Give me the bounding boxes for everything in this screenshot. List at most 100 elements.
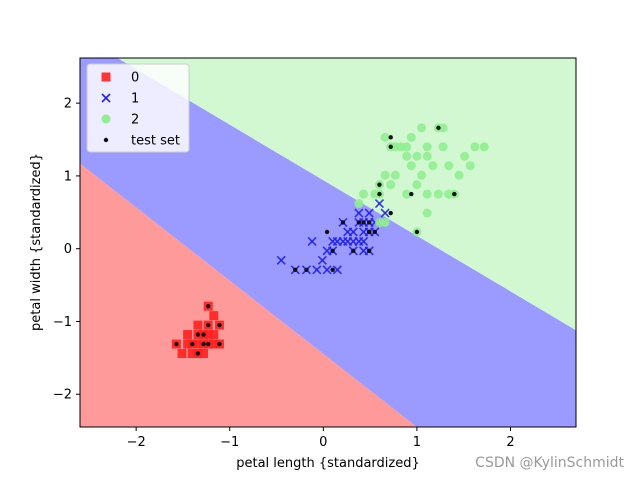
- x-tick-label-2: 0: [319, 435, 327, 450]
- y-tick-label-0: −2: [53, 388, 72, 403]
- point-series-2-39: [479, 142, 489, 152]
- point-series-3-6: [206, 341, 211, 347]
- point-series-3-26: [377, 191, 382, 197]
- point-series-3-22: [366, 248, 372, 254]
- point-series-3-3: [201, 341, 206, 347]
- point-series-0-14: [209, 311, 219, 321]
- point-series-2-17: [406, 161, 416, 171]
- point-series-2-21: [417, 170, 427, 180]
- point-series-3-17: [351, 248, 356, 254]
- legend-marker-1: [101, 93, 111, 103]
- point-series-2-24: [422, 189, 432, 199]
- point-series-1-4: [312, 265, 322, 275]
- y-tick-label-3: 1: [64, 169, 72, 184]
- point-series-3-25: [366, 229, 372, 235]
- point-series-2-25: [422, 151, 432, 161]
- x-tick-label-1: −1: [220, 435, 239, 450]
- x-tick-label-4: 2: [506, 435, 514, 450]
- y-axis-label: petal width {standardized}: [29, 153, 44, 331]
- point-series-2-31: [438, 123, 448, 133]
- point-series-3-14: [330, 248, 335, 254]
- point-series-2-38: [470, 142, 480, 152]
- point-series-2-35: [454, 170, 464, 180]
- x-tick-label-3: 1: [413, 435, 421, 450]
- legend-entry-2: 2: [101, 113, 139, 128]
- point-series-3-0: [174, 341, 179, 347]
- point-series-3-1: [190, 341, 195, 347]
- point-series-1-9: [332, 265, 342, 275]
- point-series-1-5: [317, 255, 327, 265]
- legend-box: [86, 63, 190, 153]
- point-series-0-21: [187, 348, 197, 358]
- point-series-2-28: [433, 189, 443, 199]
- y-tick-label-4: 2: [64, 97, 72, 112]
- point-series-3-19: [361, 220, 366, 225]
- y-tick-label-1: −1: [53, 315, 72, 330]
- point-series-3-18: [356, 220, 362, 225]
- point-series-3-30: [409, 191, 414, 197]
- point-series-2-7: [380, 170, 390, 180]
- point-series-1-0: [276, 255, 286, 265]
- point-series-3-15: [330, 267, 335, 272]
- point-series-3-29: [388, 144, 393, 149]
- legend-entry-3: test set: [103, 134, 180, 149]
- x-axis-ticks: −2 −1 0 1 2: [127, 427, 515, 450]
- point-series-3-24: [388, 210, 393, 216]
- point-series-2-11: [390, 170, 400, 180]
- point-series-3-16: [340, 220, 346, 225]
- x-tick-label-0: −2: [127, 435, 146, 450]
- point-series-3-11: [293, 267, 298, 272]
- point-series-2-30: [438, 142, 448, 152]
- point-series-2-15: [402, 151, 412, 161]
- legend-marker-0: [101, 72, 111, 82]
- point-series-2-14: [402, 189, 412, 199]
- point-series-3-5: [206, 322, 211, 328]
- point-series-2-1: [359, 189, 369, 199]
- point-series-2-22: [417, 123, 427, 133]
- point-series-1-29: [374, 198, 385, 209]
- point-series-2-18: [406, 132, 416, 142]
- point-series-0-1: [177, 348, 187, 358]
- point-series-3-20: [366, 220, 372, 225]
- point-series-0-19: [183, 330, 193, 340]
- point-series-2-20: [412, 151, 422, 161]
- legend-label-0: 0: [131, 71, 139, 86]
- data-points: [171, 123, 489, 358]
- point-series-3-9: [195, 332, 201, 337]
- legend: 0 1 2 test set: [86, 63, 190, 153]
- plot-frame: [79, 57, 577, 428]
- point-series-2-23: [422, 208, 432, 218]
- point-series-3-23: [372, 229, 377, 235]
- point-series-0-7: [193, 320, 203, 330]
- point-series-1-22: [358, 236, 369, 246]
- point-series-3-8: [217, 341, 222, 347]
- point-series-2-6: [380, 217, 390, 227]
- point-series-3-28: [388, 135, 393, 140]
- point-series-3-31: [414, 229, 420, 235]
- point-series-3-32: [436, 125, 441, 131]
- point-series-1-3: [307, 236, 317, 246]
- legend-entry-1: 1: [101, 92, 139, 107]
- point-series-1-7: [322, 265, 332, 275]
- point-series-0-5: [193, 339, 203, 349]
- point-series-3-12: [304, 267, 309, 272]
- point-series-3-7: [217, 322, 222, 328]
- point-series-0-16: [209, 339, 219, 349]
- point-series-2-0: [354, 199, 364, 209]
- point-series-0-2: [183, 339, 193, 349]
- point-series-3-33: [452, 191, 457, 197]
- point-series-1-30: [380, 208, 390, 218]
- legend-marker-3: [103, 137, 109, 143]
- point-series-2-8: [380, 132, 390, 142]
- decision-region-class-2: [117, 58, 576, 331]
- legend-label-2: 2: [131, 113, 139, 128]
- point-series-2-37: [465, 161, 475, 171]
- point-series-3-2: [195, 351, 201, 356]
- point-series-2-9: [386, 180, 396, 190]
- point-series-1-33: [358, 246, 369, 256]
- point-series-2-19: [412, 180, 422, 190]
- decision-region-class-1: [80, 58, 576, 427]
- point-series-0-20: [203, 330, 213, 340]
- point-series-1-23: [364, 208, 374, 218]
